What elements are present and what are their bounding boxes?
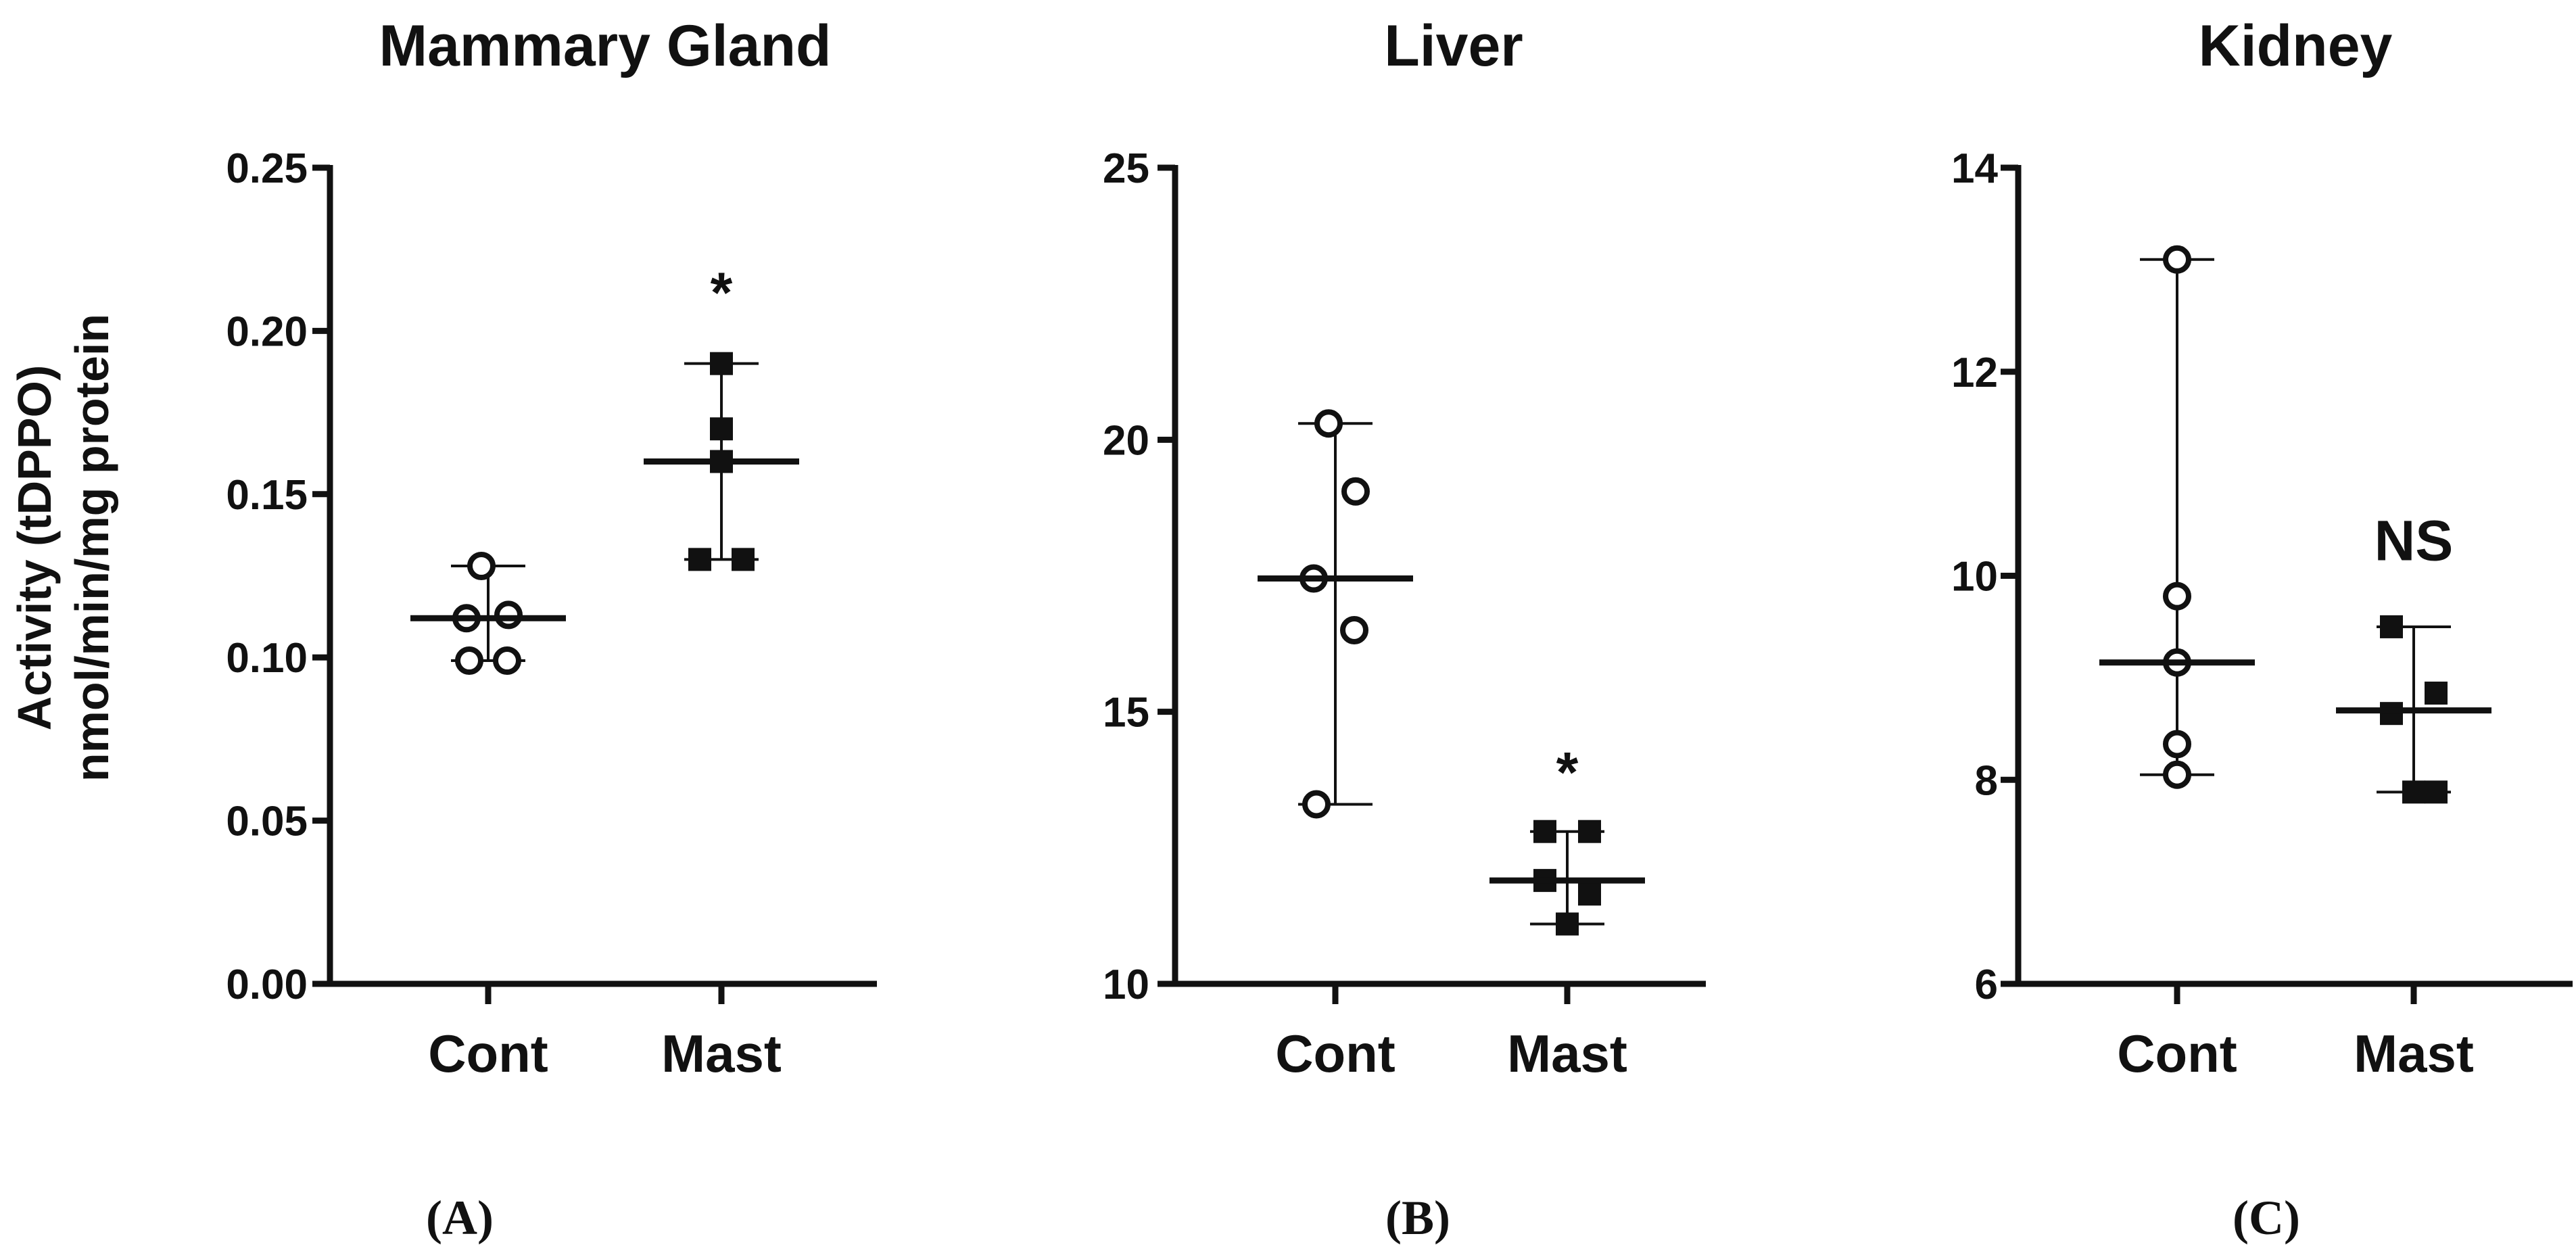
y-tick-label: 12 (1951, 350, 1998, 396)
x-tick-label: Mast (1507, 1024, 1627, 1083)
data-point (2163, 245, 2191, 274)
y-tick-label: 0.25 (226, 145, 308, 192)
panel-title: Kidney (2199, 14, 2393, 78)
significance-annotation: * (711, 260, 733, 324)
data-point (2402, 780, 2425, 804)
y-tick-label: 10 (1951, 554, 1998, 600)
series-mast (2336, 615, 2491, 804)
significance-annotation: * (1556, 740, 1579, 804)
panel-title: Liver (1384, 14, 1523, 78)
data-point (710, 352, 733, 375)
data-point (2163, 760, 2191, 789)
data-point (455, 646, 483, 676)
series-mast (1489, 820, 1645, 936)
y-tick-label: 25 (1103, 145, 1149, 192)
x-tick-label: Cont (1275, 1024, 1396, 1083)
panel-3: Kidney 6 8 10 12 14 Cont Mast NS (C) (1951, 14, 2573, 1245)
data-point (2380, 702, 2403, 726)
data-point (2425, 682, 2448, 705)
data-point (1314, 409, 1343, 438)
x-tick-label: Mast (661, 1024, 782, 1083)
y-axis-label-line-2: nmol/min/mg protein (66, 314, 118, 782)
data-point (1556, 912, 1579, 936)
series-mast (644, 352, 799, 571)
x-tick-label: Cont (2117, 1024, 2237, 1083)
series-cont (410, 552, 566, 676)
y-tick-label: 0.20 (226, 308, 308, 355)
data-point (493, 646, 521, 676)
data-point (2380, 615, 2403, 638)
y-tick-label: 0.00 (226, 962, 308, 1008)
data-point (2425, 780, 2448, 804)
panel-caption: (B) (1385, 1191, 1450, 1245)
data-point (1341, 477, 1370, 506)
y-axis-label: Activity (tDPPO) nmol/min/mg protein (8, 314, 118, 782)
data-point (710, 417, 733, 441)
x-tick-label: Cont (428, 1024, 548, 1083)
data-point (2163, 730, 2191, 759)
significance-annotation: NS (2375, 509, 2454, 573)
y-tick-label: 15 (1103, 690, 1149, 736)
data-point (2163, 582, 2191, 611)
data-point (688, 548, 711, 571)
y-axis-label-line-1: Activity (tDPPO) (8, 365, 61, 731)
data-point (467, 552, 496, 581)
panel-caption: (C) (2233, 1191, 2300, 1245)
series-cont (1258, 409, 1413, 819)
panel-1: Mammary Gland 0.00 0.05 0.10 0.15 0.20 0.25 Con… (226, 14, 877, 1245)
y-tick-label: 0.15 (226, 472, 308, 519)
panel-title: Mammary Gland (379, 14, 831, 78)
series-cont (2099, 245, 2255, 789)
y-tick-label: 0.10 (226, 635, 308, 682)
y-tick-label: 14 (1951, 145, 1998, 192)
panel-caption: (A) (426, 1191, 494, 1245)
panels: Mammary Gland 0.00 0.05 0.10 0.15 0.20 0.25 Con… (226, 14, 2573, 1245)
data-point (1578, 820, 1601, 843)
y-tick-label: 8 (1975, 757, 1998, 804)
data-point (732, 548, 755, 571)
y-tick-label: 10 (1103, 962, 1149, 1008)
data-point (1533, 820, 1556, 843)
x-tick-label: Mast (2354, 1024, 2474, 1083)
data-point (494, 600, 523, 630)
y-tick-label: 0.05 (226, 799, 308, 845)
data-point (1340, 615, 1368, 644)
y-tick-label: 20 (1103, 417, 1149, 464)
data-point (1302, 790, 1331, 819)
y-tick-label: 6 (1975, 962, 1998, 1008)
panel-2: Liver 10 15 20 25 Cont Mast * (B) (1103, 14, 1706, 1245)
data-point (1578, 882, 1601, 906)
